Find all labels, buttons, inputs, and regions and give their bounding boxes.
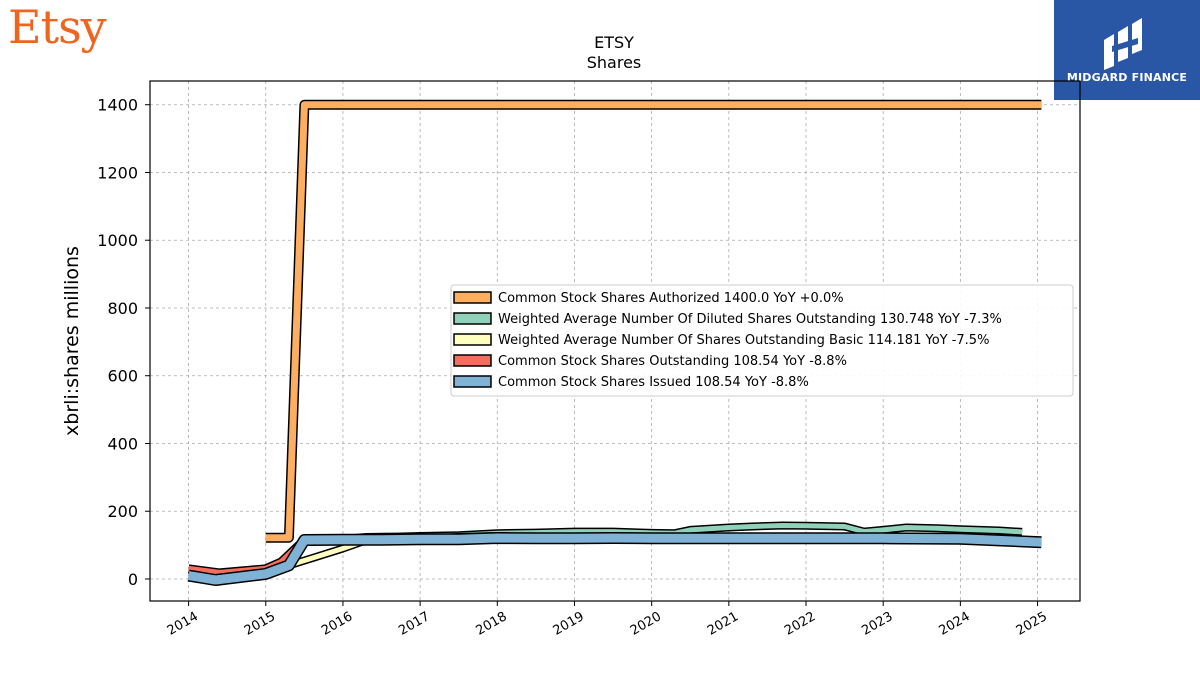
series-weighted-average-number-of-diluted-shares-outstanding [304,521,1023,544]
legend-swatch [453,375,492,388]
series-outline [304,521,1023,544]
axis-ticks: 2014 2015 2016 2017 2018 2019 2020 2021 2022 2023… [97,96,1050,639]
grid [150,81,1080,601]
x-tick-label: 2016 [319,609,355,639]
series-common-stock-shares-issued [187,532,1042,586]
legend: Common Stock Shares Authorized 1400.0 Yo… [450,284,1074,397]
y-axis-label: xbrli:shares millions [61,246,83,436]
x-tick-label: 2014 [165,609,201,639]
series-outline [265,99,1042,543]
series-line [187,533,1042,585]
y-tick-label: 0 [128,570,138,589]
chart-title: ETSY [594,33,634,52]
y-tick-label: 200 [107,502,138,521]
midgard-finance-text: MIDGARD FINANCE [1066,71,1188,84]
x-tick-label: 2022 [782,609,818,639]
y-tick-label: 1000 [97,231,138,250]
y-tick-label: 400 [107,434,138,453]
legend-swatch [453,333,492,346]
series-line [188,534,1038,576]
series-lines [187,99,1042,586]
legend-label: Weighted Average Number Of Shares Outsta… [498,333,989,348]
series-outline [188,533,1038,578]
legend-swatch [453,291,492,304]
etsy-logo: Etsy [8,0,107,54]
y-tick-label: 800 [107,299,138,318]
x-tick-label: 2017 [396,609,432,639]
plot-frame [149,80,1081,602]
y-tick-label: 1200 [97,163,138,182]
x-tick-label: 2019 [551,609,587,639]
y-tick-label: 1400 [97,96,138,115]
midgard-mark-icon [1104,18,1142,70]
legend-label: Weighted Average Number Of Diluted Share… [498,312,1002,327]
x-tick-label: 2023 [859,609,895,639]
chart-subtitle: Shares [587,53,642,72]
x-tick-label: 2021 [705,609,741,639]
y-tick-label: 600 [107,367,138,386]
series-line [265,101,1042,542]
series-outline [287,532,1038,570]
legend-swatch [453,312,492,325]
series-common-stock-shares-authorized [265,99,1042,543]
series-line [304,523,1023,543]
legend-box [450,284,1074,397]
series-common-stock-shares-outstanding [188,533,1038,578]
legend-label: Common Stock Shares Issued 108.54 YoY -8… [498,375,809,390]
midgard-finance-logo: MIDGARD FINANCE [1054,0,1200,100]
legend-label: Common Stock Shares Outstanding 108.54 Y… [498,354,847,369]
x-tick-label: 2018 [473,609,509,639]
x-tick-label: 2024 [937,609,973,639]
x-tick-label: 2025 [1014,609,1050,639]
x-tick-label: 2020 [628,609,664,639]
series-weighted-average-number-of-shares-outstanding-basic [287,532,1038,570]
series-line [288,533,1038,568]
legend-label: Common Stock Shares Authorized 1400.0 Yo… [498,291,844,306]
series-outline [187,532,1042,586]
x-tick-label: 2015 [242,609,278,639]
legend-swatch [453,354,492,367]
